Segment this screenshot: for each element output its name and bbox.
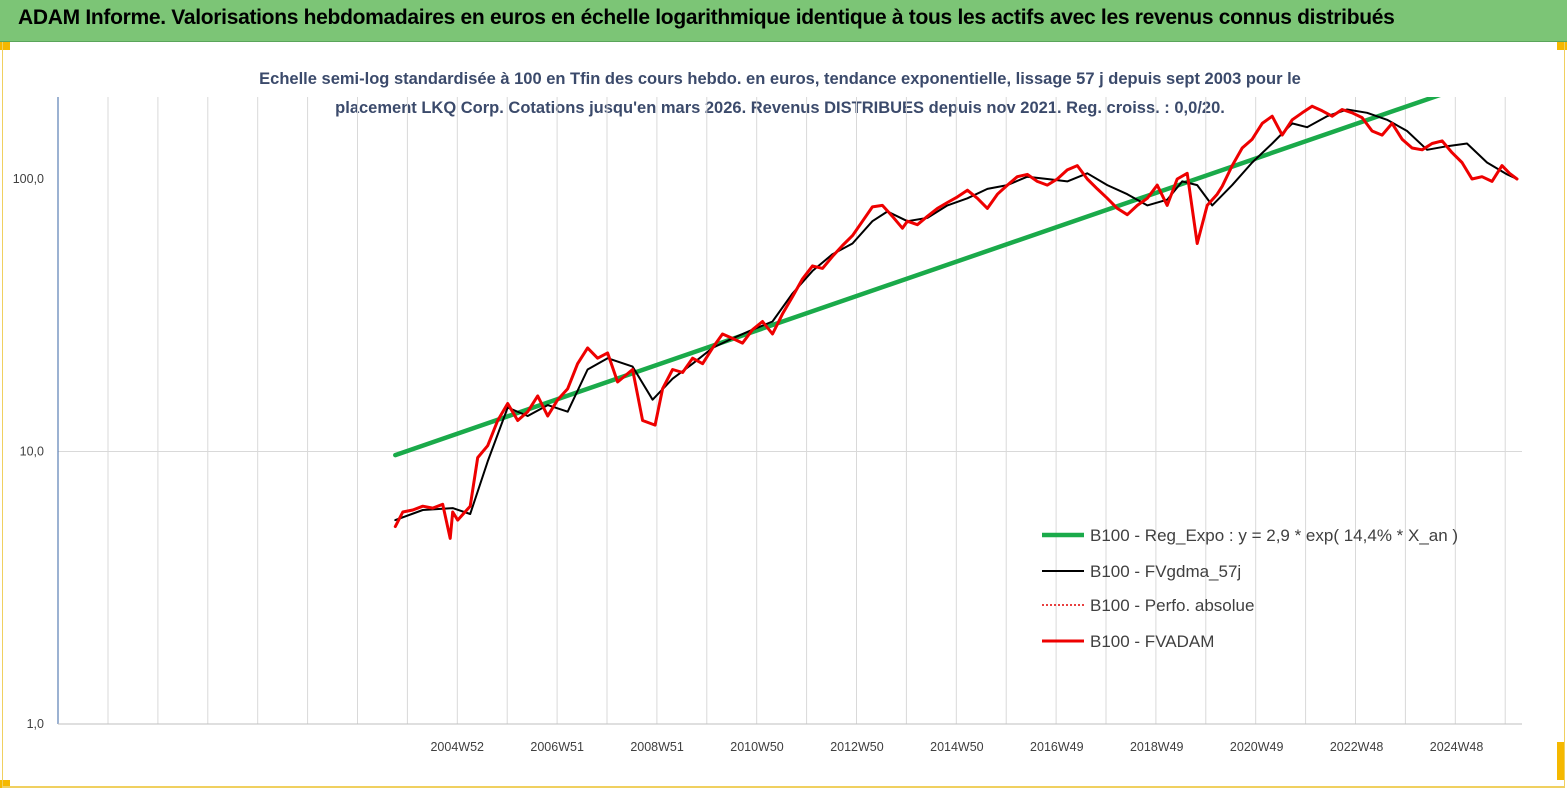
legend-label: B100 - FVgdma_57j — [1090, 562, 1241, 581]
x-tick-label: 2006W51 — [530, 740, 584, 754]
y-tick-label: 1,0 — [27, 717, 44, 731]
legend-label: B100 - Perfo. absolue — [1090, 596, 1254, 615]
y-tick-label: 10,0 — [20, 445, 44, 459]
legend-label: B100 - Reg_Expo : y = 2,9 * exp( 14,4% *… — [1090, 526, 1458, 545]
x-tick-label: 2014W50 — [930, 740, 984, 754]
grid-lines — [107, 97, 1506, 724]
x-tick-label: 2004W52 — [430, 740, 484, 754]
x-tick-label: 2016W49 — [1030, 740, 1084, 754]
page-title: ADAM Informe. Valorisations hebdomadaire… — [18, 6, 1395, 29]
chart-title-line-1: Echelle semi-log standardisée à 100 en T… — [259, 70, 1301, 88]
series-line-fvadam — [393, 104, 1519, 540]
corner-marker-bottom-right — [1557, 742, 1565, 780]
series-line-reg-expo — [393, 97, 1441, 458]
header-banner: ADAM Informe. Valorisations hebdomadaire… — [0, 0, 1567, 42]
x-tick-label: 2020W49 — [1230, 740, 1284, 754]
legend-label: B100 - FVADAM — [1090, 632, 1214, 651]
x-tick-label: 2018W49 — [1130, 740, 1184, 754]
corner-marker-bottom-left — [0, 780, 10, 788]
x-tick-label: 2010W50 — [730, 740, 784, 754]
corner-marker-top-right — [1557, 42, 1567, 50]
chart-frame — [2, 42, 1565, 788]
x-tick-label: 2024W48 — [1430, 740, 1484, 754]
x-tick-label: 2008W51 — [630, 740, 684, 754]
x-tick-label: 2022W48 — [1330, 740, 1384, 754]
x-tick-label: 2012W50 — [830, 740, 884, 754]
corner-marker-top-left — [0, 42, 10, 50]
y-tick-label: 100,0 — [13, 172, 44, 186]
